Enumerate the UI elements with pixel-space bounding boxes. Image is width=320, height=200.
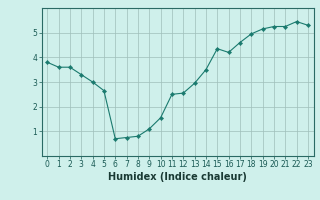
X-axis label: Humidex (Indice chaleur): Humidex (Indice chaleur)	[108, 172, 247, 182]
